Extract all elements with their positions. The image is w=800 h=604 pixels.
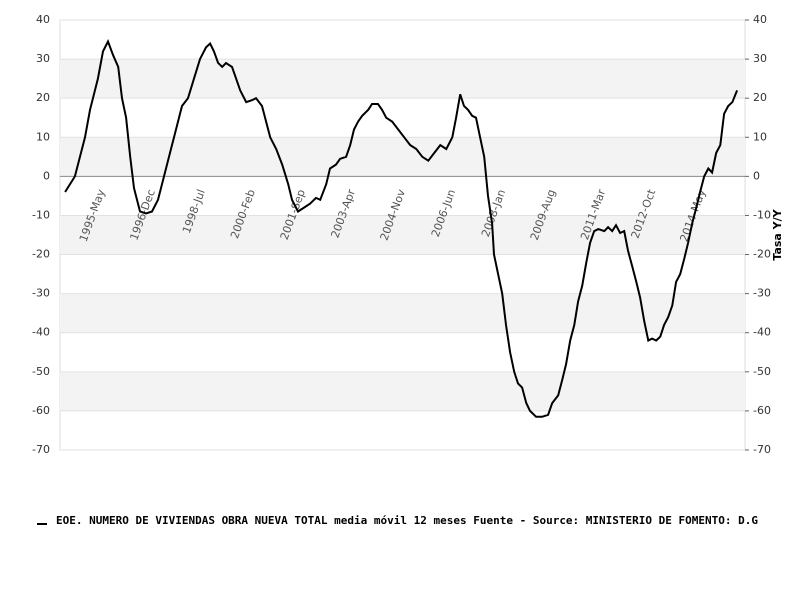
y2-tick-label: 10 — [753, 130, 767, 143]
y-tick-label: -20 — [32, 248, 50, 261]
y2-tick-label: 0 — [753, 169, 760, 182]
y2-tick-label: -10 — [753, 208, 771, 221]
y-tick-label: -50 — [32, 365, 50, 378]
y2-tick-label: -40 — [753, 326, 771, 339]
y2-axis-label: Tasa Y/Y — [771, 208, 784, 260]
y2-tick-label: 20 — [753, 91, 767, 104]
y-tick-label: 0 — [43, 169, 50, 182]
y-tick-label: -30 — [32, 287, 50, 300]
legend-label: EOE. NUMERO DE VIVIENDAS OBRA NUEVA TOTA… — [56, 514, 758, 527]
y-tick-label: -60 — [32, 404, 50, 417]
grid-band — [60, 371, 745, 411]
grid-band — [60, 137, 745, 177]
y2-tick-label: -30 — [753, 287, 771, 300]
y2-tick-label: -60 — [753, 404, 771, 417]
y-tick-label: 30 — [36, 52, 50, 65]
y-tick-label: 10 — [36, 130, 50, 143]
y2-tick-label: -70 — [753, 443, 771, 456]
y-tick-label: -70 — [32, 443, 50, 456]
y-tick-label: -10 — [32, 208, 50, 221]
y2-tick-label: 40 — [753, 13, 767, 26]
y2-tick-label: -50 — [753, 365, 771, 378]
y2-tick-label: -20 — [753, 248, 771, 261]
y-tick-label: 40 — [36, 13, 50, 26]
y-tick-label: 20 — [36, 91, 50, 104]
y2-tick-label: 30 — [753, 52, 767, 65]
series-line — [64, 39, 739, 418]
grid-band — [60, 59, 745, 99]
grid-band — [60, 293, 745, 333]
y-tick-label: -40 — [32, 326, 50, 339]
grid-band — [60, 215, 745, 255]
